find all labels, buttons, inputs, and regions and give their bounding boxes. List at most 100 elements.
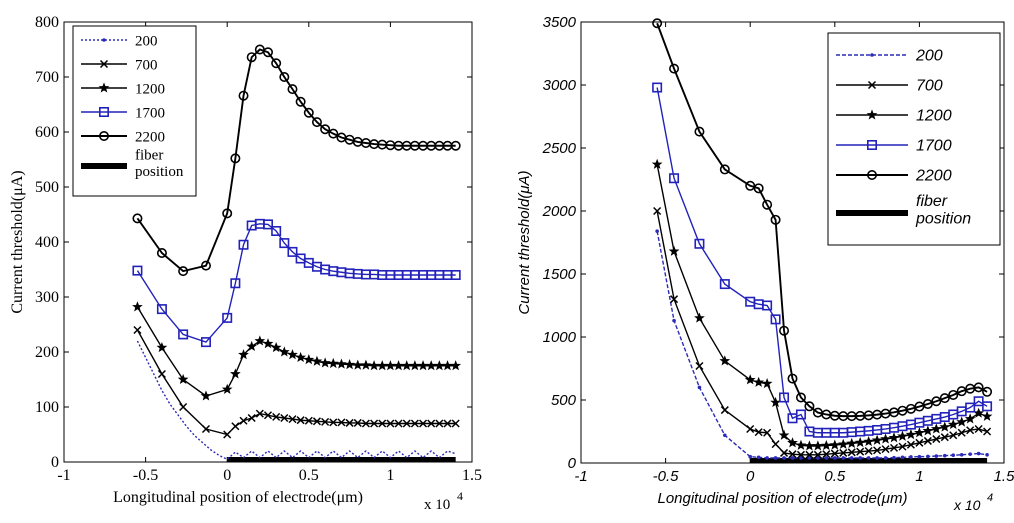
data-point bbox=[132, 265, 143, 276]
x-axis-label: Longitudinal position of electrode(μm) bbox=[113, 489, 363, 506]
data-point bbox=[263, 411, 273, 420]
data-point bbox=[312, 417, 321, 426]
data-point bbox=[761, 377, 773, 389]
data-point bbox=[246, 52, 257, 63]
data-point bbox=[279, 72, 290, 83]
data-point bbox=[934, 454, 939, 458]
y-tick-label: 3500 bbox=[543, 14, 577, 31]
data-point bbox=[177, 373, 189, 385]
y-tick-label: 500 bbox=[35, 179, 59, 196]
data-point bbox=[981, 410, 993, 421]
series-2200 bbox=[132, 44, 461, 277]
legend-marker-1200 bbox=[98, 82, 110, 93]
data-point bbox=[723, 433, 727, 438]
legend-label-fiber-line: fiber bbox=[135, 147, 163, 163]
data-point bbox=[779, 325, 790, 336]
data-point bbox=[829, 439, 841, 450]
series-line-200 bbox=[136, 340, 456, 461]
y-tick-label: 400 bbox=[35, 234, 59, 251]
legend-label-1700: 1700 bbox=[135, 105, 165, 121]
data-point bbox=[973, 396, 984, 407]
data-point bbox=[296, 416, 305, 425]
data-point bbox=[748, 454, 752, 459]
y-tick-label: 300 bbox=[35, 289, 59, 306]
data-point bbox=[973, 382, 984, 393]
data-point bbox=[238, 349, 249, 360]
data-point bbox=[230, 368, 241, 379]
data-point bbox=[157, 369, 166, 379]
data-point bbox=[780, 448, 789, 457]
data-point bbox=[940, 433, 949, 442]
data-point bbox=[385, 360, 396, 371]
data-point bbox=[841, 456, 846, 460]
data-point bbox=[419, 419, 428, 428]
chart-left: -1 -0.5 0 0.5 1 1.5 0 100 200 300 400 500 600 700 800 L… bbox=[9, 14, 482, 513]
series-1200 bbox=[132, 301, 462, 401]
data-point bbox=[425, 360, 437, 371]
x-tick-label: 0 bbox=[746, 468, 755, 485]
data-point bbox=[847, 448, 856, 457]
data-point bbox=[773, 456, 778, 460]
data-point bbox=[983, 427, 992, 436]
data-point bbox=[956, 416, 968, 427]
data-point bbox=[974, 424, 983, 434]
data-point bbox=[947, 418, 959, 430]
y-tick-label: 600 bbox=[35, 124, 59, 141]
data-point bbox=[320, 124, 331, 135]
data-point bbox=[231, 422, 240, 431]
data-point bbox=[746, 424, 755, 434]
data-point bbox=[787, 373, 798, 384]
data-point bbox=[719, 279, 730, 290]
data-point bbox=[837, 438, 849, 449]
data-point bbox=[672, 318, 676, 323]
series-line-2200 bbox=[136, 48, 456, 273]
data-point bbox=[892, 455, 896, 460]
data-point bbox=[271, 58, 282, 69]
data-point bbox=[156, 248, 167, 259]
x-tick-label: 0.5 bbox=[824, 468, 846, 485]
series-200 bbox=[655, 229, 989, 460]
y-tick-label: 2000 bbox=[542, 203, 577, 220]
data-point bbox=[255, 409, 264, 418]
data-point bbox=[223, 430, 232, 439]
series-line-1700 bbox=[136, 223, 456, 343]
data-point bbox=[271, 226, 282, 237]
data-point bbox=[393, 360, 404, 371]
data-point bbox=[156, 341, 168, 353]
data-point bbox=[788, 450, 797, 459]
data-point bbox=[303, 354, 315, 365]
data-point bbox=[889, 443, 899, 452]
data-point bbox=[854, 436, 866, 448]
x-axis-multiplier-exponent: 4 bbox=[457, 489, 463, 503]
data-point bbox=[132, 301, 143, 312]
data-point bbox=[450, 140, 461, 151]
series-700 bbox=[653, 206, 992, 459]
data-point bbox=[805, 450, 814, 459]
data-point bbox=[744, 374, 756, 385]
data-point bbox=[796, 450, 805, 459]
data-point bbox=[287, 84, 298, 95]
data-point bbox=[931, 396, 942, 407]
data-point bbox=[839, 448, 848, 457]
data-point bbox=[239, 416, 248, 425]
legend-label-1700: 1700 bbox=[916, 138, 952, 155]
data-point bbox=[669, 173, 680, 184]
data-point bbox=[782, 456, 786, 460]
data-point bbox=[287, 349, 298, 360]
data-point bbox=[402, 419, 411, 428]
legend-label-fiber: fiber position bbox=[135, 147, 184, 180]
legend-label-2200: 2200 bbox=[915, 168, 952, 185]
chart-right: -1 -0.5 0 0.5 1 1.5 0 500 1000 1500 2000 2500 3000 35… bbox=[516, 14, 1014, 513]
data-point bbox=[254, 335, 266, 346]
data-point bbox=[238, 90, 249, 101]
data-point bbox=[900, 455, 905, 460]
data-point bbox=[311, 355, 323, 366]
data-point bbox=[344, 359, 355, 370]
data-point bbox=[417, 360, 429, 371]
data-point bbox=[200, 260, 211, 271]
x-axis-label: Longitudinal position of electrode(μm) bbox=[657, 490, 907, 507]
fiber-position-bar bbox=[227, 457, 456, 462]
data-point bbox=[932, 435, 941, 444]
data-point bbox=[762, 199, 773, 210]
legend-marker-200 bbox=[870, 53, 874, 57]
